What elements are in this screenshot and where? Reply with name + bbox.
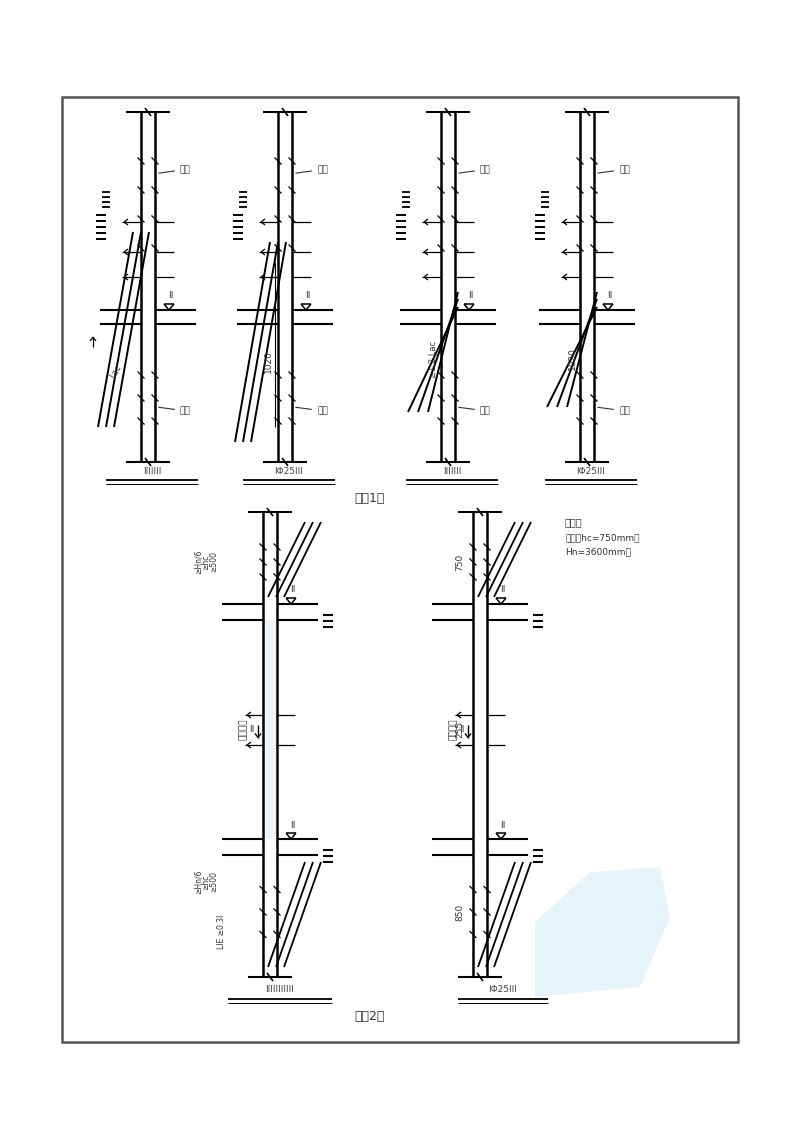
Text: Ⅱ: Ⅱ xyxy=(290,821,294,830)
Text: 下柱: 下柱 xyxy=(296,406,328,415)
Text: 上柱: 上柱 xyxy=(598,165,630,174)
Text: 上柱: 上柱 xyxy=(296,165,328,174)
Text: 下柱: 下柱 xyxy=(598,406,630,415)
Text: 说明：: 说明： xyxy=(565,517,582,528)
Text: Ⅱ: Ⅱ xyxy=(500,585,504,594)
Text: Ⅱ: Ⅱ xyxy=(305,292,309,300)
Text: Ⅱ: Ⅱ xyxy=(607,292,611,300)
Text: 255: 255 xyxy=(455,721,465,738)
Text: lllllll: lllllll xyxy=(443,466,461,475)
Text: ≥1.2 Lac: ≥1.2 Lac xyxy=(429,341,438,378)
Text: ≥Hn/6: ≥Hn/6 xyxy=(194,869,202,894)
Text: ≥Hn/6: ≥Hn/6 xyxy=(194,550,202,574)
Text: LIE ≥0.3l: LIE ≥0.3l xyxy=(218,915,226,950)
Text: 850: 850 xyxy=(455,903,465,920)
Text: lΦ25lll: lΦ25lll xyxy=(274,466,303,475)
Text: 非连接区: 非连接区 xyxy=(449,719,458,740)
Text: 1020: 1020 xyxy=(567,348,577,370)
Bar xyxy=(263,620,277,839)
Text: Hn=3600mm。: Hn=3600mm。 xyxy=(565,547,631,556)
Text: Ⅱ: Ⅱ xyxy=(290,585,294,594)
Text: lllllllllll: lllllllllll xyxy=(266,986,294,995)
Text: lllllll: lllllll xyxy=(143,466,161,475)
Text: 下柱: 下柱 xyxy=(158,406,190,415)
Text: Ⅱ: Ⅱ xyxy=(168,292,172,300)
Polygon shape xyxy=(535,867,670,997)
Text: Ⅱ: Ⅱ xyxy=(500,821,504,830)
Text: 本工程hc=750mm，: 本工程hc=750mm， xyxy=(565,533,639,542)
Text: （图2）: （图2） xyxy=(355,1011,385,1023)
Text: 750: 750 xyxy=(455,554,465,571)
Text: 上柱: 上柱 xyxy=(158,165,190,174)
Bar xyxy=(62,97,738,1041)
Text: Ⅱ: Ⅱ xyxy=(459,724,463,734)
Text: lΦ25lll: lΦ25lll xyxy=(489,986,518,995)
Text: ≥hc: ≥hc xyxy=(202,874,210,890)
Text: lΦ25lll: lΦ25lll xyxy=(577,466,606,475)
Text: 下柱: 下柱 xyxy=(458,406,490,415)
Text: 1020: 1020 xyxy=(263,351,273,374)
Text: ≥hc: ≥hc xyxy=(202,555,210,569)
Text: Ⅱ: Ⅱ xyxy=(468,292,472,300)
Text: Ⅱ: Ⅱ xyxy=(249,724,253,734)
Text: 非连接区: 非连接区 xyxy=(238,719,247,740)
Text: ≥500: ≥500 xyxy=(210,551,218,573)
Text: ≥500: ≥500 xyxy=(210,872,218,892)
Text: Lac: Lac xyxy=(109,363,123,380)
Text: （图1）: （图1） xyxy=(355,491,385,505)
Text: 上柱: 上柱 xyxy=(458,165,490,174)
